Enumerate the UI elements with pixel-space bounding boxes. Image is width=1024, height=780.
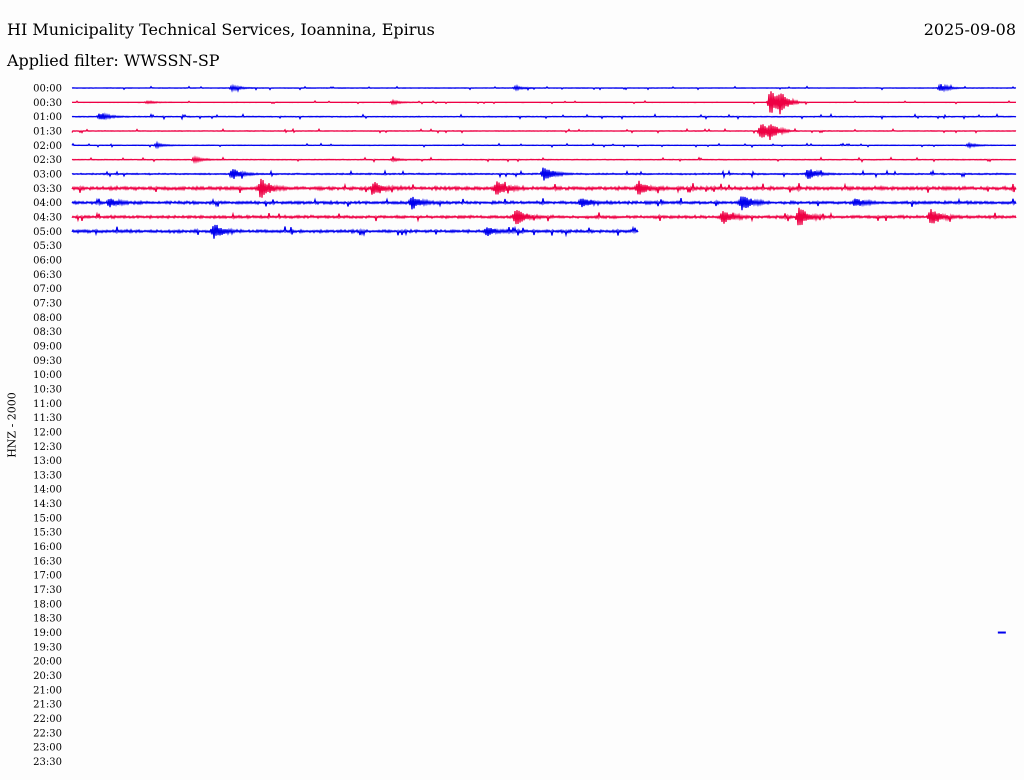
row-label-0630: 06:30 bbox=[33, 270, 62, 281]
trace-0300 bbox=[71, 167, 1017, 181]
seismic-traces bbox=[71, 83, 1017, 634]
trace-0330 bbox=[71, 178, 1017, 198]
row-label-0200: 02:00 bbox=[33, 141, 62, 152]
row-label-1230: 12:30 bbox=[33, 442, 62, 453]
row-label-2300: 23:00 bbox=[33, 743, 62, 754]
row-label-0700: 07:00 bbox=[33, 284, 62, 295]
trace-0430 bbox=[71, 207, 1017, 226]
row-label-1030: 10:30 bbox=[33, 384, 62, 395]
row-label-0530: 05:30 bbox=[33, 241, 62, 252]
row-label-0400: 04:00 bbox=[33, 198, 62, 209]
row-label-1700: 17:00 bbox=[33, 571, 62, 582]
row-label-2000: 20:00 bbox=[33, 657, 62, 668]
row-label-2230: 22:30 bbox=[33, 728, 62, 739]
row-label-0130: 01:30 bbox=[33, 126, 62, 137]
row-label-1900: 19:00 bbox=[33, 628, 62, 639]
row-label-1530: 15:30 bbox=[33, 528, 62, 539]
trace-0200 bbox=[71, 140, 1017, 150]
row-label-0330: 03:30 bbox=[33, 184, 62, 195]
row-label-0430: 04:30 bbox=[33, 212, 62, 223]
row-label-2130: 21:30 bbox=[33, 700, 62, 711]
row-label-0730: 07:30 bbox=[33, 298, 62, 309]
row-label-0230: 02:30 bbox=[33, 155, 62, 166]
applied-filter: Applied filter: WWSSN-SP bbox=[7, 51, 220, 70]
trace-0230 bbox=[71, 155, 1017, 165]
row-label-0500: 05:00 bbox=[33, 227, 62, 238]
station-title: HI Municipality Technical Services, Ioan… bbox=[7, 20, 435, 39]
record-date: 2025-09-08 bbox=[923, 20, 1016, 39]
row-label-1200: 12:00 bbox=[33, 427, 62, 438]
row-label-0900: 09:00 bbox=[33, 341, 62, 352]
trace-0100 bbox=[71, 112, 1017, 121]
row-label-2100: 21:00 bbox=[33, 685, 62, 696]
row-label-1430: 14:30 bbox=[33, 499, 62, 510]
row-time-labels: 00:00 00:30 01:00 01:30 02:00 02:30 03:00 03:30… bbox=[33, 84, 62, 769]
row-label-1300: 13:00 bbox=[33, 456, 62, 467]
trace-0000 bbox=[71, 83, 1017, 93]
row-label-1800: 18:00 bbox=[33, 599, 62, 610]
row-label-1500: 15:00 bbox=[33, 513, 62, 524]
row-label-1330: 13:30 bbox=[33, 470, 62, 481]
row-label-2330: 23:30 bbox=[33, 757, 62, 768]
row-label-0830: 08:30 bbox=[33, 327, 62, 338]
row-label-1400: 14:00 bbox=[33, 485, 62, 496]
row-label-0930: 09:30 bbox=[33, 356, 62, 367]
row-label-1830: 18:30 bbox=[33, 614, 62, 625]
row-label-2200: 22:00 bbox=[33, 714, 62, 725]
row-label-1630: 16:30 bbox=[33, 556, 62, 567]
trace-0130 bbox=[71, 124, 1017, 141]
row-label-2030: 20:30 bbox=[33, 671, 62, 682]
row-label-1730: 17:30 bbox=[33, 585, 62, 596]
row-label-0000: 00:00 bbox=[33, 84, 62, 95]
row-label-1100: 11:00 bbox=[33, 399, 62, 410]
trace-0400 bbox=[71, 196, 1017, 211]
trace-0500 bbox=[71, 224, 639, 239]
row-label-0600: 06:00 bbox=[33, 255, 62, 266]
row-label-0800: 08:00 bbox=[33, 313, 62, 324]
row-label-1000: 10:00 bbox=[33, 370, 62, 381]
row-label-1930: 19:30 bbox=[33, 642, 62, 653]
row-label-1600: 16:00 bbox=[33, 542, 62, 553]
row-label-0300: 03:00 bbox=[33, 169, 62, 180]
row-label-0100: 01:00 bbox=[33, 112, 62, 123]
trace-0030 bbox=[71, 91, 1017, 115]
row-label-1130: 11:30 bbox=[33, 413, 62, 424]
row-label-0030: 00:30 bbox=[33, 98, 62, 109]
